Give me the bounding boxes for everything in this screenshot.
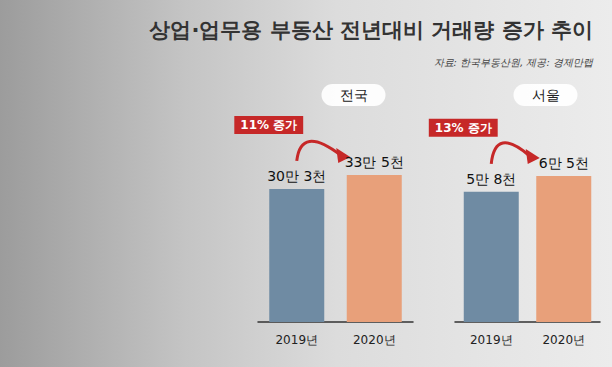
svg-text:6만 5천: 6만 5천 bbox=[539, 155, 589, 171]
svg-text:전국: 전국 bbox=[340, 87, 368, 103]
svg-text:13% 증가: 13% 증가 bbox=[435, 121, 492, 135]
svg-text:30만 3천: 30만 3천 bbox=[267, 168, 326, 184]
svg-text:11% 증가: 11% 증가 bbox=[240, 118, 297, 132]
svg-text:자료: 한국부동산원, 제공: 경제만랩: 자료: 한국부동산원, 제공: 경제만랩 bbox=[434, 57, 594, 68]
svg-text:2019년: 2019년 bbox=[275, 333, 318, 347]
svg-text:2020년: 2020년 bbox=[542, 333, 585, 347]
svg-text:2019년: 2019년 bbox=[470, 333, 513, 347]
svg-text:5만 8천: 5만 8천 bbox=[466, 171, 516, 187]
svg-text:33만 5천: 33만 5천 bbox=[345, 154, 404, 170]
svg-text:상업·업무용 부동산 전년대비 거래량 증가 추이: 상업·업무용 부동산 전년대비 거래량 증가 추이 bbox=[149, 18, 593, 42]
svg-text:서울: 서울 bbox=[532, 87, 560, 103]
svg-text:2020년: 2020년 bbox=[353, 333, 396, 347]
